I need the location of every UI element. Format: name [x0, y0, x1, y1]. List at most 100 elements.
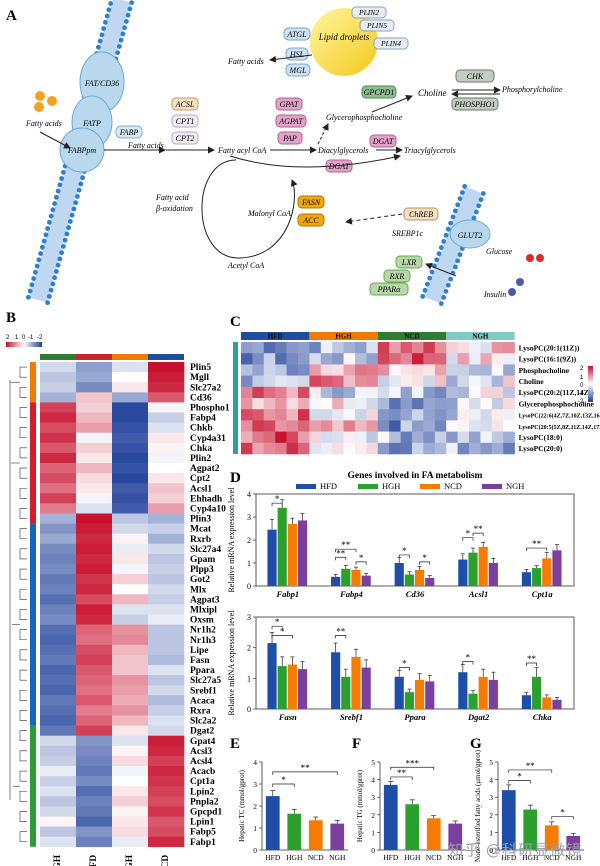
plin2-label: PLIN2 [358, 8, 379, 17]
heatmap-c-row-label: LysoPC(20:0) [519, 444, 563, 453]
heatmap-b-gene-label: Ppara [190, 666, 215, 676]
heatmap-b-dendrogram [9, 366, 27, 843]
fabppm-label: FABPpm [67, 146, 97, 155]
significance-bracket [472, 532, 484, 537]
heatmap-c-cell [446, 364, 458, 376]
heatmap-b-cell [40, 725, 77, 736]
heatmap-b-cell [148, 432, 185, 444]
membrane-left-head [67, 219, 73, 224]
heatmap-b-cell [40, 483, 77, 494]
membrane-left-head [122, 25, 128, 31]
heatmap-c-cell [332, 442, 344, 455]
bar [566, 835, 581, 850]
fatty-acid-oxidation-label-1: Fatty acid [155, 193, 190, 202]
dendrogram-branch [19, 366, 27, 378]
heatmap-c-cell [412, 375, 424, 388]
heatmap-b-cell [40, 685, 77, 696]
heatmap-c-cell [320, 431, 333, 444]
heatmap-c-cell [503, 386, 515, 399]
heatmap-c-cell [252, 431, 265, 444]
fasn-box [297, 195, 325, 209]
y-tick-label: 5 [371, 758, 375, 767]
significance-bracket [271, 625, 283, 630]
heatmap-c-cell [503, 398, 515, 410]
heatmap-b-cell [40, 705, 77, 716]
heatmap-c-cell [480, 442, 493, 455]
heatmap-b-cell [40, 412, 77, 423]
cluster-bar [30, 362, 36, 403]
bar [330, 823, 345, 850]
bar [405, 804, 420, 850]
heatmap-c-cell [457, 353, 470, 365]
membrane-left-head [38, 251, 44, 256]
heatmap-c-cell [400, 442, 413, 455]
significance-bracket [390, 776, 413, 780]
heatmap-b-cell [40, 362, 77, 373]
heatmap-b-cell [112, 503, 149, 514]
heatmap-b-cell [76, 382, 113, 393]
membrane-right-head [452, 264, 458, 270]
heatmap-b-cell [76, 766, 113, 777]
membrane-left-head [116, 44, 122, 49]
heatmap-b-cell [76, 564, 113, 575]
beta-oxidation-cycle [201, 159, 298, 259]
lxr-box [395, 255, 423, 269]
chk-label: CHK [467, 72, 484, 81]
glucose-dot [526, 254, 534, 262]
significance-label: ** [397, 768, 407, 778]
heatmap-b-scale: 2 1 0 -1 -2 [6, 335, 43, 347]
atgl-label: ATGL [286, 30, 307, 39]
bar [501, 790, 516, 850]
significance-label: * [422, 553, 427, 563]
heatmap-c-cell [457, 398, 470, 410]
significance-label: ** [474, 524, 484, 534]
significance-bracket [271, 502, 283, 507]
bar [468, 552, 478, 586]
heatmap-b-cell [148, 392, 185, 403]
heatmap-b-cell [40, 422, 77, 433]
membrane-right-head [462, 184, 468, 189]
membrane-left-head [45, 226, 51, 231]
heatmap-c-cell [457, 364, 470, 376]
heatmap-c-cell [423, 342, 436, 354]
heatmap-c-tick: -1 [578, 391, 584, 397]
heatmap-c-cell [332, 409, 344, 421]
mgl-label: MGL [289, 66, 307, 75]
significance-label: * [275, 617, 280, 627]
heatmap-b-cell [148, 493, 185, 504]
heatmap-c-group-label: NCD [404, 333, 419, 341]
fabp-box [115, 125, 143, 139]
membrane-right-head [422, 287, 428, 293]
heatmap-b-cell [40, 463, 77, 474]
dendrogram-branch [19, 528, 27, 540]
heatmap-c-cell [457, 375, 470, 388]
heatmap-c-cell [389, 353, 401, 365]
heatmap-c-cell [480, 364, 493, 376]
heatmap-b-cell [40, 523, 77, 534]
heatmap-c-row-label: Phosphocholine [519, 366, 570, 375]
significance-label: ** [526, 761, 536, 771]
membrane-right-head [427, 275, 433, 281]
heatmap-b-cell [40, 624, 77, 635]
x-tick-label: Cd36 [406, 589, 425, 599]
bar [277, 507, 287, 586]
heatmap-c-cell [263, 353, 276, 365]
heatmap-c-cell [377, 353, 390, 365]
heatmap-c-cell [377, 420, 390, 432]
heatmap-c-cell [366, 353, 379, 365]
heatmap-c-cell [275, 420, 287, 432]
heatmap-b-cell [76, 634, 113, 646]
heatmap-b-cell [40, 654, 77, 666]
heatmap-c-cell [469, 431, 481, 444]
heatmap-c-cell [491, 353, 504, 365]
heatmap-b-cell [112, 574, 149, 585]
bar [468, 693, 478, 709]
heatmap-b-cell [40, 644, 77, 656]
heatmap-b-cell [148, 695, 185, 706]
hsl-label: HSL [289, 50, 305, 59]
heatmap-c-cell [241, 353, 253, 365]
heatmap-b-cell [148, 644, 185, 656]
membrane-right-head [438, 301, 444, 306]
acetyl-coa-label: Acetyl CoA [227, 261, 264, 270]
heatmap-b-cell [40, 473, 77, 484]
